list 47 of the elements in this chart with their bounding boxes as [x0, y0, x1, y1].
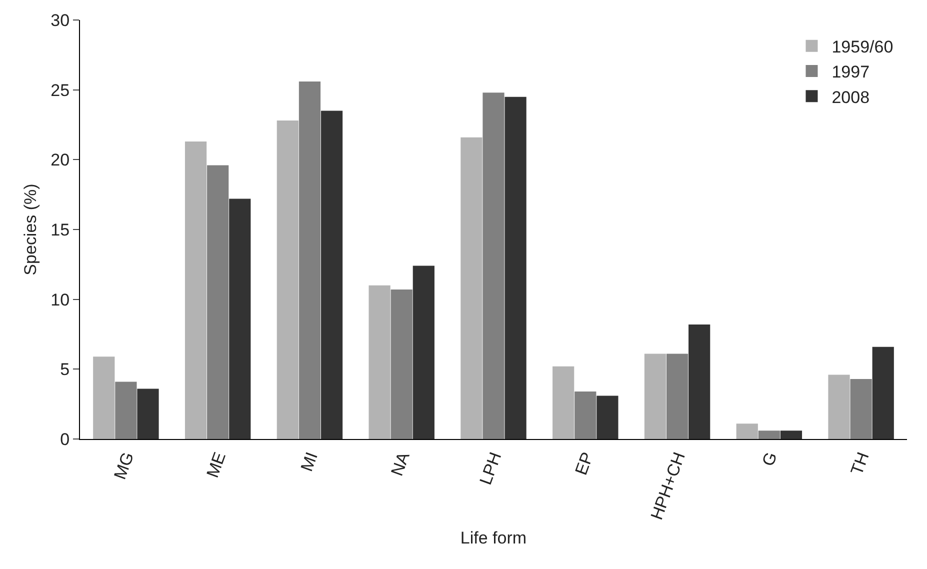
y-tick-label: 25 [50, 80, 70, 100]
bar [276, 120, 298, 439]
bar [758, 430, 780, 439]
bar [482, 92, 504, 439]
bar [207, 165, 229, 439]
x-axis-title: Life form [460, 528, 527, 548]
legend-label: 1997 [832, 62, 870, 82]
y-tick-label: 10 [50, 290, 70, 310]
bar [574, 392, 596, 439]
bar [93, 356, 115, 439]
bar [368, 285, 390, 439]
x-tick-label: MI [297, 450, 322, 474]
bar [298, 81, 321, 439]
y-tick-label: 30 [50, 10, 70, 30]
bar [850, 378, 872, 439]
legend-label: 2008 [832, 88, 870, 107]
bar [184, 142, 207, 439]
bar [872, 346, 894, 439]
y-tick-label: 5 [60, 360, 70, 380]
bar [644, 354, 666, 439]
x-tick-label: G [758, 450, 781, 469]
bar [688, 324, 710, 439]
bar [460, 137, 482, 439]
bar [320, 110, 343, 439]
bar [736, 424, 758, 439]
bar [780, 430, 802, 439]
bar [412, 266, 434, 439]
x-tick-label: NA [387, 449, 414, 478]
bar [552, 366, 574, 439]
y-axis-title: Species (%) [21, 184, 40, 276]
y-tick-label: 15 [50, 220, 70, 240]
y-tick-label: 0 [60, 430, 70, 449]
bar [828, 374, 850, 439]
bar [229, 198, 251, 439]
bar [115, 382, 137, 439]
y-tick-label: 20 [50, 150, 70, 170]
x-tick-label: ME [203, 450, 230, 480]
bar [504, 96, 526, 439]
bar [666, 354, 688, 439]
bar [390, 290, 412, 439]
x-tick-label: EP [572, 450, 598, 478]
x-tick-label: LPH [476, 450, 506, 488]
bar [596, 396, 618, 439]
bar [137, 388, 159, 439]
x-tick-label: TH [847, 450, 873, 478]
x-tick-label: MG [110, 450, 138, 482]
legend-label: 1959/60 [832, 38, 894, 57]
